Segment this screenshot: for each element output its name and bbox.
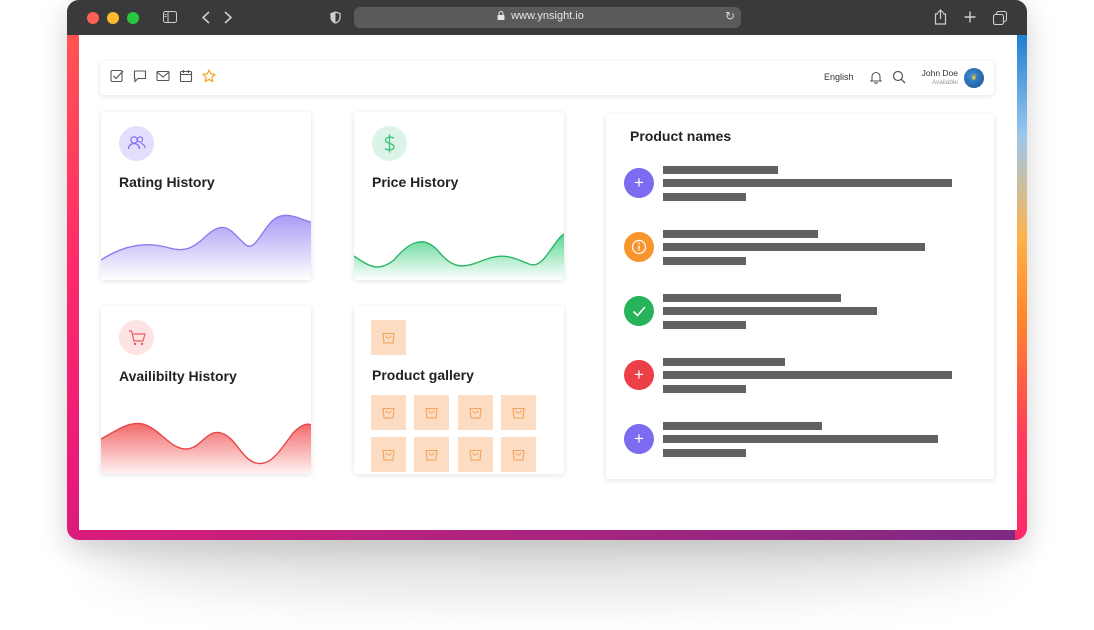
mail-icon[interactable] xyxy=(156,69,170,83)
gallery-item-bag-icon[interactable] xyxy=(371,437,406,472)
gallery-item-bag-icon[interactable] xyxy=(501,395,536,430)
list-item[interactable]: + xyxy=(624,358,984,408)
placeholder-line xyxy=(663,321,746,329)
app-toolbar: English John Doe Available ❦ xyxy=(100,61,994,95)
user-status: Available xyxy=(931,79,958,86)
placeholder-line xyxy=(663,449,746,457)
placeholder-line xyxy=(663,307,877,315)
placeholder-line xyxy=(663,422,822,430)
shield-icon[interactable] xyxy=(330,11,341,24)
calendar-icon[interactable] xyxy=(179,69,193,83)
minimize-window-button[interactable] xyxy=(107,12,119,24)
list-item[interactable]: + xyxy=(624,422,984,472)
url-text: www.ynsight.io xyxy=(511,10,584,22)
bag-icon xyxy=(371,320,406,355)
wallpaper-edge xyxy=(1015,35,1027,540)
plus-icon[interactable]: + xyxy=(624,424,654,454)
placeholder-line xyxy=(663,193,746,201)
forward-icon[interactable] xyxy=(224,11,232,24)
search-icon[interactable] xyxy=(892,70,906,84)
browser-titlebar: www.ynsight.io ↻ xyxy=(67,0,1027,35)
sidebar-toggle-icon[interactable] xyxy=(163,11,177,23)
availability-history-card[interactable]: Availibilty History xyxy=(101,306,311,474)
chat-icon[interactable] xyxy=(133,69,147,83)
star-icon[interactable] xyxy=(202,69,216,83)
list-item[interactable]: + xyxy=(624,166,984,216)
info-icon[interactable] xyxy=(624,232,654,262)
users-icon xyxy=(119,126,154,161)
quick-actions xyxy=(110,69,216,83)
placeholder-line xyxy=(663,385,746,393)
new-tab-icon[interactable] xyxy=(964,11,976,23)
rating-history-title: Rating History xyxy=(119,174,215,190)
price-history-title: Price History xyxy=(372,174,459,190)
product-names-card: Product names + xyxy=(606,114,994,479)
price-trend-chart xyxy=(354,233,564,280)
plus-icon[interactable]: + xyxy=(624,168,654,198)
list-item[interactable] xyxy=(624,230,984,280)
browser-window: www.ynsight.io ↻ xyxy=(67,0,1027,540)
gallery-item-bag-icon[interactable] xyxy=(501,437,536,472)
availability-history-title: Availibilty History xyxy=(119,368,237,384)
placeholder-line xyxy=(663,294,841,302)
product-gallery-card[interactable]: Product gallery xyxy=(354,306,564,474)
availability-trend-chart xyxy=(101,422,311,474)
avatar-emblem-icon: ❦ xyxy=(970,73,978,82)
zoom-window-button[interactable] xyxy=(127,12,139,24)
gallery-item-bag-icon[interactable] xyxy=(371,395,406,430)
avatar[interactable]: ❦ xyxy=(964,68,984,88)
rating-history-card[interactable]: Rating History xyxy=(101,112,311,280)
placeholder-line xyxy=(663,435,938,443)
product-names-title: Product names xyxy=(630,128,732,144)
language-selector[interactable]: English xyxy=(824,72,854,82)
address-bar[interactable]: www.ynsight.io ↻ xyxy=(354,7,741,28)
product-gallery-title: Product gallery xyxy=(372,367,474,383)
placeholder-line xyxy=(663,230,818,238)
rating-trend-chart xyxy=(101,214,311,280)
gallery-item-bag-icon[interactable] xyxy=(414,395,449,430)
lock-icon xyxy=(497,11,505,20)
placeholder-line xyxy=(663,371,952,379)
reload-icon[interactable]: ↻ xyxy=(724,9,735,23)
back-icon[interactable] xyxy=(202,11,210,24)
placeholder-line xyxy=(663,243,925,251)
tab-overview-icon[interactable] xyxy=(993,11,1007,25)
placeholder-line xyxy=(663,257,746,265)
cart-icon xyxy=(119,320,154,355)
checkbox-icon[interactable] xyxy=(110,69,124,83)
share-icon[interactable] xyxy=(934,9,947,25)
placeholder-line xyxy=(663,179,952,187)
bell-icon[interactable] xyxy=(869,70,883,84)
gallery-item-bag-icon[interactable] xyxy=(458,437,493,472)
close-window-button[interactable] xyxy=(87,12,99,24)
placeholder-line xyxy=(663,358,785,366)
placeholder-line xyxy=(663,166,778,174)
gallery-item-bag-icon[interactable] xyxy=(458,395,493,430)
dollar-icon xyxy=(372,126,407,161)
user-name[interactable]: John Doe xyxy=(921,68,958,78)
gallery-item-bag-icon[interactable] xyxy=(414,437,449,472)
list-item[interactable] xyxy=(624,294,984,344)
plus-icon[interactable]: + xyxy=(624,360,654,390)
web-page: English John Doe Available ❦ xyxy=(79,35,1017,530)
check-icon[interactable] xyxy=(624,296,654,326)
price-history-card[interactable]: Price History xyxy=(354,112,564,280)
